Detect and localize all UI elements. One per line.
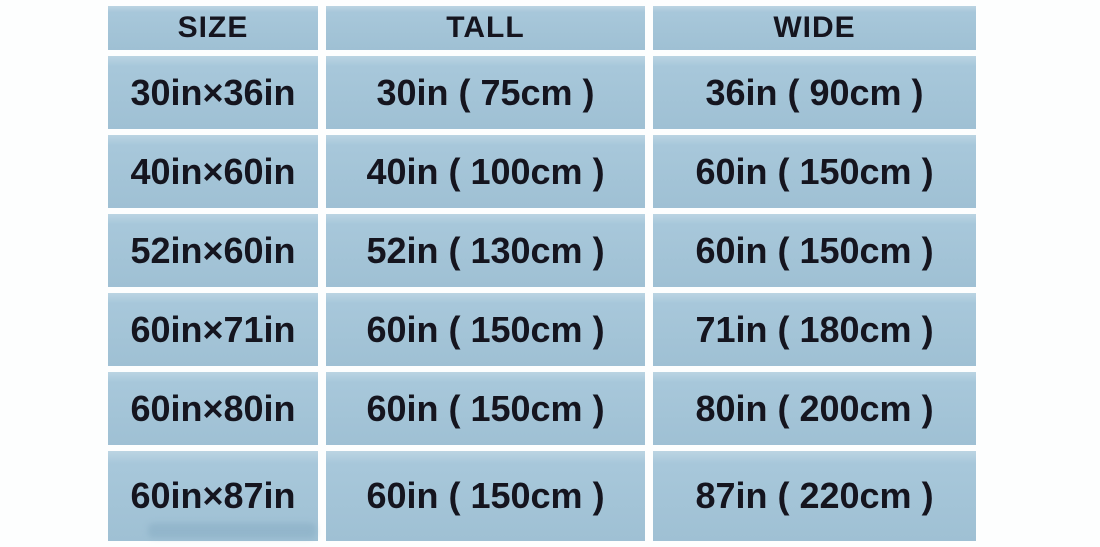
column-header-tall: TALL xyxy=(326,6,645,50)
wide-cell: 80in ( 200cm ) xyxy=(653,372,976,445)
size-chart: SIZE TALL WIDE 30in×36in 30in ( 75cm ) 3… xyxy=(100,0,984,547)
header-row: SIZE TALL WIDE xyxy=(108,6,976,50)
table-row: 60in×80in 60in ( 150cm ) 80in ( 200cm ) xyxy=(108,372,976,445)
table-row: 30in×36in 30in ( 75cm ) 36in ( 90cm ) xyxy=(108,56,976,129)
tall-cell: 30in ( 75cm ) xyxy=(326,56,645,129)
wide-cell: 87in ( 220cm ) xyxy=(653,451,976,541)
table-row: 40in×60in 40in ( 100cm ) 60in ( 150cm ) xyxy=(108,135,976,208)
tall-cell: 60in ( 150cm ) xyxy=(326,372,645,445)
column-header-size: SIZE xyxy=(108,6,318,50)
wide-cell: 60in ( 150cm ) xyxy=(653,214,976,287)
column-header-wide: WIDE xyxy=(653,6,976,50)
tall-cell: 52in ( 130cm ) xyxy=(326,214,645,287)
wide-cell: 36in ( 90cm ) xyxy=(653,56,976,129)
table-row: 52in×60in 52in ( 130cm ) 60in ( 150cm ) xyxy=(108,214,976,287)
size-chart-table: SIZE TALL WIDE 30in×36in 30in ( 75cm ) 3… xyxy=(100,0,984,547)
tall-cell: 40in ( 100cm ) xyxy=(326,135,645,208)
tall-cell: 60in ( 150cm ) xyxy=(326,451,645,541)
table-row: 60in×87in 60in ( 150cm ) 87in ( 220cm ) xyxy=(108,451,976,541)
size-cell: 60in×71in xyxy=(108,293,318,366)
size-cell: 60in×87in xyxy=(108,451,318,541)
wide-cell: 60in ( 150cm ) xyxy=(653,135,976,208)
size-cell: 52in×60in xyxy=(108,214,318,287)
size-cell: 40in×60in xyxy=(108,135,318,208)
size-cell: 30in×36in xyxy=(108,56,318,129)
tall-cell: 60in ( 150cm ) xyxy=(326,293,645,366)
wide-cell: 71in ( 180cm ) xyxy=(653,293,976,366)
size-cell: 60in×80in xyxy=(108,372,318,445)
table-row: 60in×71in 60in ( 150cm ) 71in ( 180cm ) xyxy=(108,293,976,366)
